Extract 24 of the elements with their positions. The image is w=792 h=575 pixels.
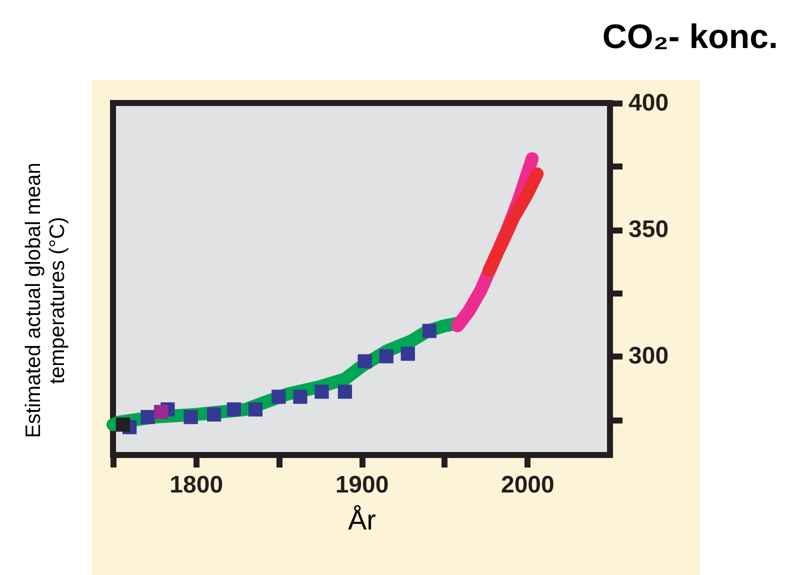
point: [154, 404, 168, 420]
point: [338, 384, 352, 399]
x-tick-label: 1900: [335, 472, 389, 498]
x-tick-label: 2000: [500, 472, 554, 498]
point: [314, 384, 329, 399]
y-tick-label: 400: [628, 90, 669, 116]
point: [422, 324, 436, 338]
point: [206, 407, 222, 422]
point: [293, 390, 308, 404]
text: CO₂- konc.: [602, 18, 778, 57]
point: [248, 402, 263, 416]
y-tick-label: 350: [628, 216, 669, 244]
point: [226, 402, 242, 416]
point: [184, 410, 198, 424]
point: [358, 354, 372, 368]
point: [379, 349, 394, 364]
y-tick-label: 300: [628, 342, 669, 370]
x-tick-label: 1800: [170, 472, 224, 498]
point: [116, 418, 130, 432]
point: [272, 390, 286, 404]
point: [400, 346, 415, 361]
x-axis-title: År: [348, 504, 376, 536]
point: [140, 410, 155, 424]
y-axis-title: Estimated actual global mean temperatures (°C): [22, 161, 70, 440]
